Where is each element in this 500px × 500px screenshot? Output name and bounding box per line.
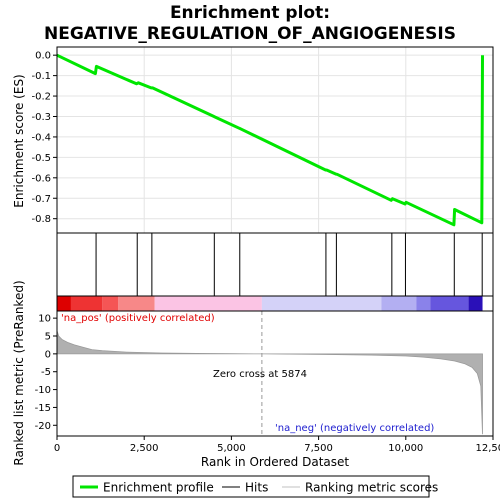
legend-item-label: Ranking metric scores bbox=[305, 481, 438, 495]
es-tick-label: -0.6 bbox=[31, 173, 51, 184]
rank-tick-label: 10,000 bbox=[388, 443, 423, 454]
rank-heatbar bbox=[56, 295, 494, 312]
heatbar-segment bbox=[102, 296, 119, 311]
heatbar-segment bbox=[430, 296, 469, 311]
enrichment-profile-line bbox=[56, 53, 484, 227]
es-tick-label: -0.5 bbox=[31, 153, 51, 164]
heatbar-segment bbox=[70, 296, 103, 311]
rank-tick-label: 7,500 bbox=[304, 443, 333, 454]
heatbar-segment bbox=[154, 296, 262, 311]
metric-tick-label: -5 bbox=[41, 367, 51, 378]
legend: Enrichment profile Hits Ranking metric sco… bbox=[72, 475, 438, 498]
es-panel: 0.0 -0.1 -0.2 -0.3 -0.4 -0.5 -0.6 -0.7 -0.8 bbox=[31, 46, 494, 234]
rank-tick-label: 12,500 bbox=[476, 443, 500, 454]
chart-title-line2: NEGATIVE_REGULATION_OF_ANGIOGENESIS bbox=[44, 24, 456, 44]
rank-tick-label: 5,000 bbox=[217, 443, 246, 454]
zero-cross-label: Zero cross at 5874 bbox=[213, 369, 307, 380]
es-tick-label: -0.1 bbox=[31, 71, 51, 82]
hits-frame bbox=[56, 232, 494, 297]
metric-plot-area bbox=[57, 311, 493, 436]
heatbar-segment bbox=[468, 296, 483, 311]
es-tick-label: -0.2 bbox=[31, 92, 51, 103]
ranking-metric-area bbox=[56, 330, 483, 435]
positive-correlation-label: 'na_pos' (positively correlated) bbox=[61, 313, 215, 324]
heatbar-segment bbox=[261, 296, 382, 311]
metric-plot-frame bbox=[56, 310, 494, 437]
metric-axis-label: Ranked list metric (PreRanked) bbox=[12, 280, 26, 465]
legend-item-label: Enrichment profile bbox=[103, 481, 214, 495]
hits-panel bbox=[56, 232, 494, 297]
metric-tick-label: 10 bbox=[38, 314, 51, 325]
rank-tick-label: 2,500 bbox=[130, 443, 159, 454]
es-axis-label: Enrichment score (ES) bbox=[12, 74, 26, 207]
rank-tick-label: 0 bbox=[54, 443, 60, 454]
legend-box bbox=[72, 475, 430, 498]
chart-title-line1: Enrichment plot: bbox=[170, 3, 330, 23]
heatbar-segment bbox=[381, 296, 417, 311]
es-plot-area bbox=[57, 47, 493, 233]
heatbar-segment bbox=[118, 296, 155, 311]
es-tick-label: -0.8 bbox=[31, 214, 51, 225]
metric-tick-label: -20 bbox=[35, 421, 51, 432]
rank-axis-label: Rank in Ordered Dataset bbox=[201, 455, 349, 469]
es-tick-label: 0.0 bbox=[35, 51, 51, 62]
metric-tick-label: 0 bbox=[45, 349, 51, 360]
metric-tick-label: -10 bbox=[35, 385, 51, 396]
negative-correlation-label: 'na_neg' (negatively correlated) bbox=[275, 423, 434, 434]
legend-item-label: Hits bbox=[245, 481, 268, 495]
heatbar-segment bbox=[57, 296, 71, 311]
metric-tick-label: 5 bbox=[45, 332, 51, 343]
metric-tick-label: -15 bbox=[35, 403, 51, 414]
es-tick-label: -0.4 bbox=[31, 132, 51, 143]
heatbar-segment bbox=[416, 296, 431, 311]
es-tick-label: -0.3 bbox=[31, 112, 51, 123]
es-tick-label: -0.7 bbox=[31, 194, 51, 205]
